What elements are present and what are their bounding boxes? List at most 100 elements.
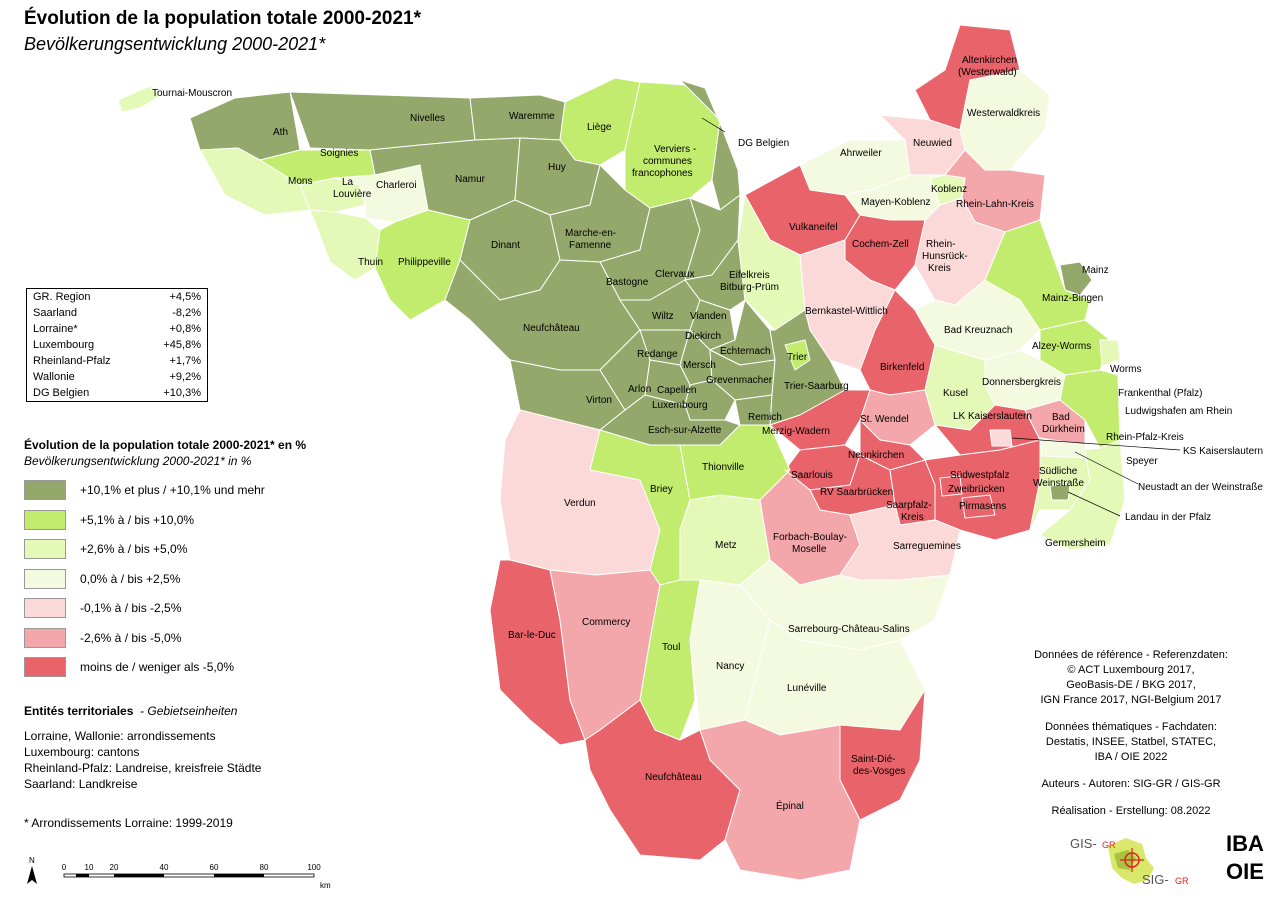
map-label: Zweibrücken	[948, 484, 1005, 495]
map-label: Trier-Saarburg	[784, 381, 849, 392]
map-label: (Westerwald)	[958, 67, 1017, 78]
legend-swatch	[24, 480, 66, 500]
summary-row: GR. Region +4,5%	[27, 289, 208, 306]
credit-line: GeoBasis-DE / BKG 2017,	[1066, 679, 1196, 691]
legend-swatch	[24, 598, 66, 618]
map-label: Echternach	[720, 346, 771, 357]
map-label: DG Belgien	[738, 138, 789, 149]
map-label: Kreis	[901, 512, 924, 523]
region-pirmasens	[961, 494, 996, 519]
map-label: Kusel	[943, 388, 968, 399]
credit-line: IGN France 2017, NGI-Belgium 2017	[1040, 694, 1222, 706]
map-label: Thionville	[702, 462, 745, 473]
map-label: Sarrebourg-Château-Salins	[788, 624, 910, 635]
region-mainz-bingen	[984, 219, 1091, 331]
map-subtitle: Bevölkerungsentwicklung 2000-2021*	[24, 34, 326, 54]
map-label: Bar-le-Duc	[508, 630, 556, 641]
map-label: Sarreguemines	[893, 541, 961, 552]
map-label: Bastogne	[606, 277, 649, 288]
map-label: Germersheim	[1045, 538, 1106, 549]
map-label: Bad	[1052, 412, 1070, 423]
scale-tick: 20	[110, 863, 119, 872]
map-label: Saint-Dié-	[851, 754, 895, 765]
map-label: Ahrweiler	[840, 148, 882, 159]
map-label: Südwestpfalz	[950, 470, 1009, 481]
credit-authors: Auteurs - Autoren: SIG-GR / GIS-GR	[1041, 778, 1221, 790]
entities-line: Saarland: Landkreise	[24, 777, 138, 791]
region-zweibruecken	[939, 475, 963, 497]
credits: Données de référence - Referenzdaten: © …	[1000, 648, 1262, 831]
map-label: Weinstraße	[1033, 478, 1084, 489]
map-label: Neuwied	[913, 138, 952, 149]
legend-item: 0,0% à / bis +2,5%	[24, 568, 181, 589]
map-label: Famenne	[569, 240, 612, 251]
north-arrow-icon: N	[27, 856, 37, 884]
summary-name: Lorraine*	[33, 323, 78, 335]
legend-item: moins de / weniger als -5,0%	[24, 657, 234, 677]
summary-name: Luxembourg	[33, 339, 95, 351]
legend-title: Évolution de la population totale 2000-2…	[24, 438, 307, 452]
map-label: Hunsrück-	[922, 251, 968, 262]
map-label: Verdun	[564, 498, 596, 509]
credit-line: Données de référence - Referenzdaten:	[1034, 649, 1228, 661]
region-epinal	[699, 719, 861, 881]
legend-swatch	[24, 509, 66, 530]
map-label: Ludwigshafen am Rhein	[1125, 406, 1232, 417]
legend-item: +5,1% à / bis +10,0%	[24, 509, 194, 530]
map-label: Nivelles	[410, 113, 445, 124]
region-toul	[639, 579, 701, 741]
legend-label: +2,6% à / bis +5,0%	[80, 542, 188, 556]
map-label: Louvière	[333, 189, 372, 200]
region-thuin	[309, 209, 381, 281]
map-label: Dinant	[491, 240, 520, 251]
map-label: Altenkirchen	[962, 55, 1017, 66]
legend-item: +2,6% à / bis +5,0%	[24, 539, 187, 559]
map-label: Cochem-Zell	[852, 239, 909, 250]
map-label: Mersch	[683, 360, 716, 371]
scale-tick: 80	[260, 863, 269, 872]
region-trier	[784, 339, 811, 371]
summary-row: Luxembourg +45,8%	[27, 337, 208, 353]
map-label: Birkenfeld	[880, 362, 924, 373]
map-label: Forbach-Boulay-	[773, 532, 847, 543]
map-label: Moselle	[792, 544, 827, 555]
entities-line: Rheinland-Pfalz: Landreise, kreisfreie S…	[24, 761, 262, 775]
legend-item: -0,1% à / bis -2,5%	[24, 598, 181, 618]
map-label: Saarlouis	[791, 470, 833, 481]
map-label: Namur	[455, 174, 486, 185]
scale-tick: 0	[62, 863, 67, 872]
region-bad-kreuznach	[914, 279, 1041, 361]
region-westerwaldkreis	[959, 69, 1051, 171]
legend-swatch	[24, 539, 66, 559]
summary-name: Wallonie	[33, 371, 75, 383]
summary-value: +10,3%	[163, 387, 201, 399]
legend-swatch	[24, 627, 66, 648]
map-label: Mayen-Koblenz	[861, 197, 930, 208]
legend-label: 0,0% à / bis +2,5%	[80, 571, 181, 586]
map-label: Donnersbergkreis	[982, 377, 1061, 388]
map-label: Neustadt an der Weinstraße	[1138, 482, 1263, 493]
map-label: Saarpfalz-	[886, 500, 932, 511]
map-label: Tournai-Mouscron	[152, 88, 232, 99]
summary-value: +9,2%	[169, 371, 202, 383]
map-label: Kreis	[928, 263, 951, 274]
map-label: Alzey-Worms	[1032, 341, 1091, 352]
map-label: Liège	[587, 122, 612, 133]
map-label: Diekirch	[685, 331, 721, 342]
summary-name: GR. Region	[33, 291, 91, 303]
map-label: Épinal	[776, 799, 804, 812]
legend-label: +10,1% et plus / +10,1% und mehr	[80, 483, 265, 497]
logo-sig-text: SIG-	[1142, 872, 1169, 887]
map-label: Charleroi	[376, 180, 417, 191]
summary-row: DG Belgien +10,3%	[27, 385, 208, 402]
map-label: Soignies	[320, 148, 358, 159]
summary-table: GR. Region +4,5% Saarland -8,2% Lorraine* +0,…	[26, 288, 208, 402]
region-germersheim	[1039, 439, 1126, 551]
map-label: Worms	[1110, 364, 1141, 375]
map-label: Pirmasens	[959, 501, 1006, 512]
summary-row: Wallonie +9,2%	[27, 369, 208, 385]
map-label: Neufchâteau	[645, 772, 702, 783]
logo-sig-suffix: GR	[1175, 876, 1189, 886]
map-label: Ath	[273, 127, 288, 138]
